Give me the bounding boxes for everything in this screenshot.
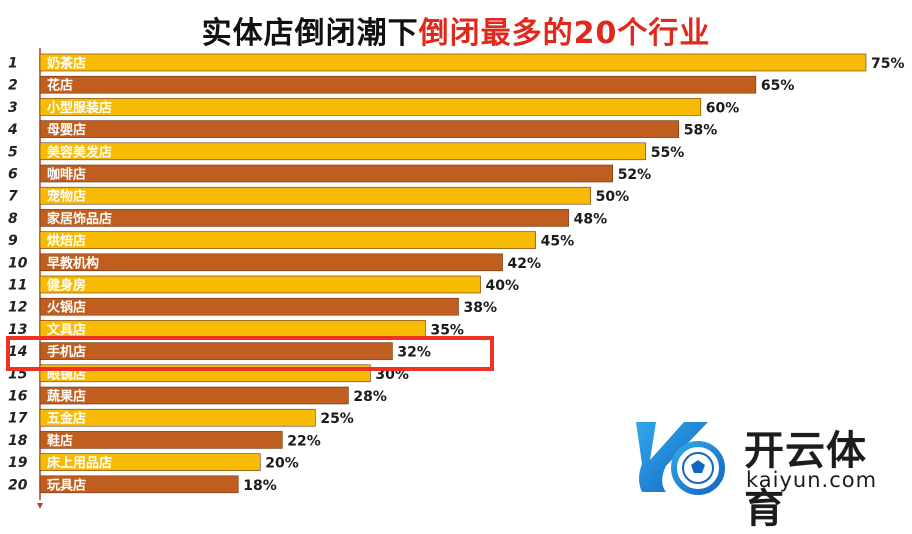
value-label: 40%	[486, 278, 520, 294]
rank-label: 4	[7, 122, 18, 138]
rank-label: 11	[8, 278, 27, 294]
title-highlight: 倒闭最多的20个行业	[418, 16, 711, 51]
value-label: 30%	[375, 367, 409, 383]
y-axis-arrow	[37, 503, 43, 509]
value-label: 45%	[541, 234, 575, 250]
bar-5	[39, 142, 647, 161]
bar-20	[39, 475, 239, 494]
rank-label: 19	[8, 455, 28, 471]
value-label: 35%	[430, 322, 464, 338]
category-label: 手机店	[47, 344, 86, 360]
rank-label: 17	[8, 411, 28, 427]
rank-label: 12	[8, 300, 27, 316]
bar-17	[39, 408, 316, 427]
bar-18	[39, 431, 283, 449]
value-label: 42%	[508, 256, 542, 272]
category-label: 玩具店	[47, 477, 86, 493]
bar-11	[39, 275, 481, 294]
category-label: 五金店	[47, 411, 86, 427]
rank-label: 3	[8, 100, 18, 116]
bar-chart: 1 奶茶店 75% 2 花店 65% 3 小型服装店 60% 4 母婴店 58% 5 美容美发店 55% 6 咖…	[7, 48, 905, 509]
bar-10	[39, 253, 503, 272]
bar-8	[39, 209, 569, 227]
rank-label: 18	[8, 433, 28, 449]
value-label: 38%	[464, 300, 498, 316]
value-label: 20%	[265, 456, 299, 472]
category-label: 文具店	[47, 322, 86, 338]
category-label: 家居饰品店	[47, 211, 112, 227]
value-label: 22%	[287, 433, 321, 449]
rank-label: 20	[8, 477, 28, 493]
value-label: 58%	[684, 123, 718, 139]
value-label: 55%	[651, 145, 685, 161]
logo-domain-text: kaiyun.com	[746, 468, 878, 492]
value-label: 60%	[706, 100, 740, 116]
rank-label: 7	[8, 189, 18, 205]
value-label: 48%	[574, 211, 608, 227]
rank-label: 9	[8, 233, 18, 249]
category-label: 眼镜店	[47, 366, 86, 382]
bar-6	[39, 164, 613, 183]
rank-label: 1	[8, 56, 18, 72]
rank-label: 2	[8, 78, 18, 94]
value-label: 32%	[397, 345, 431, 361]
rank-label: 10	[8, 255, 28, 271]
category-label: 母婴店	[47, 122, 86, 138]
category-label: 花店	[47, 78, 73, 94]
value-label: 52%	[618, 167, 652, 183]
category-label: 奶茶店	[46, 56, 86, 72]
category-label: 鞋店	[47, 433, 73, 449]
category-label: 蔬果店	[47, 389, 86, 405]
category-label: 早教机构	[47, 255, 99, 271]
bar-19	[39, 453, 261, 471]
bar-4	[39, 120, 680, 138]
kaiyun-logo: 开云体育 kaiyun.com	[626, 414, 906, 532]
rank-label: 14	[8, 344, 27, 360]
bar-12	[39, 297, 459, 316]
bar-16	[39, 386, 349, 405]
rank-label: 13	[8, 322, 27, 338]
category-label: 宠物店	[47, 189, 86, 205]
value-label: 65%	[761, 78, 795, 94]
bar-9	[39, 231, 536, 249]
logo-emblem-icon	[636, 422, 725, 495]
category-label: 咖啡店	[47, 167, 86, 183]
bar-13	[39, 320, 426, 338]
category-label: 健身房	[47, 278, 86, 294]
bar-2	[39, 75, 757, 94]
bar-7	[39, 186, 591, 205]
chart-title: 实体店倒闭潮下倒闭最多的20个行业	[0, 8, 912, 52]
value-label: 18%	[243, 478, 277, 494]
category-label: 美容美发店	[47, 144, 112, 160]
category-label: 床上用品店	[47, 455, 112, 471]
rank-label: 6	[8, 167, 18, 183]
bar-1	[39, 53, 867, 72]
value-label: 28%	[353, 389, 387, 405]
value-label: 25%	[320, 411, 354, 427]
category-label: 火锅店	[47, 300, 86, 316]
rank-label: 16	[8, 389, 28, 405]
value-label: 75%	[871, 56, 905, 72]
rank-label: 5	[8, 144, 18, 160]
rank-label: 15	[8, 366, 28, 382]
bar-3	[39, 98, 702, 116]
bar-15	[39, 364, 371, 383]
category-label: 烘焙店	[47, 233, 86, 249]
value-label: 50%	[596, 189, 630, 205]
category-label: 小型服装店	[47, 100, 112, 116]
title-main: 实体店倒闭潮下	[201, 16, 419, 51]
bar-14	[39, 342, 393, 360]
rank-label: 8	[8, 211, 18, 227]
